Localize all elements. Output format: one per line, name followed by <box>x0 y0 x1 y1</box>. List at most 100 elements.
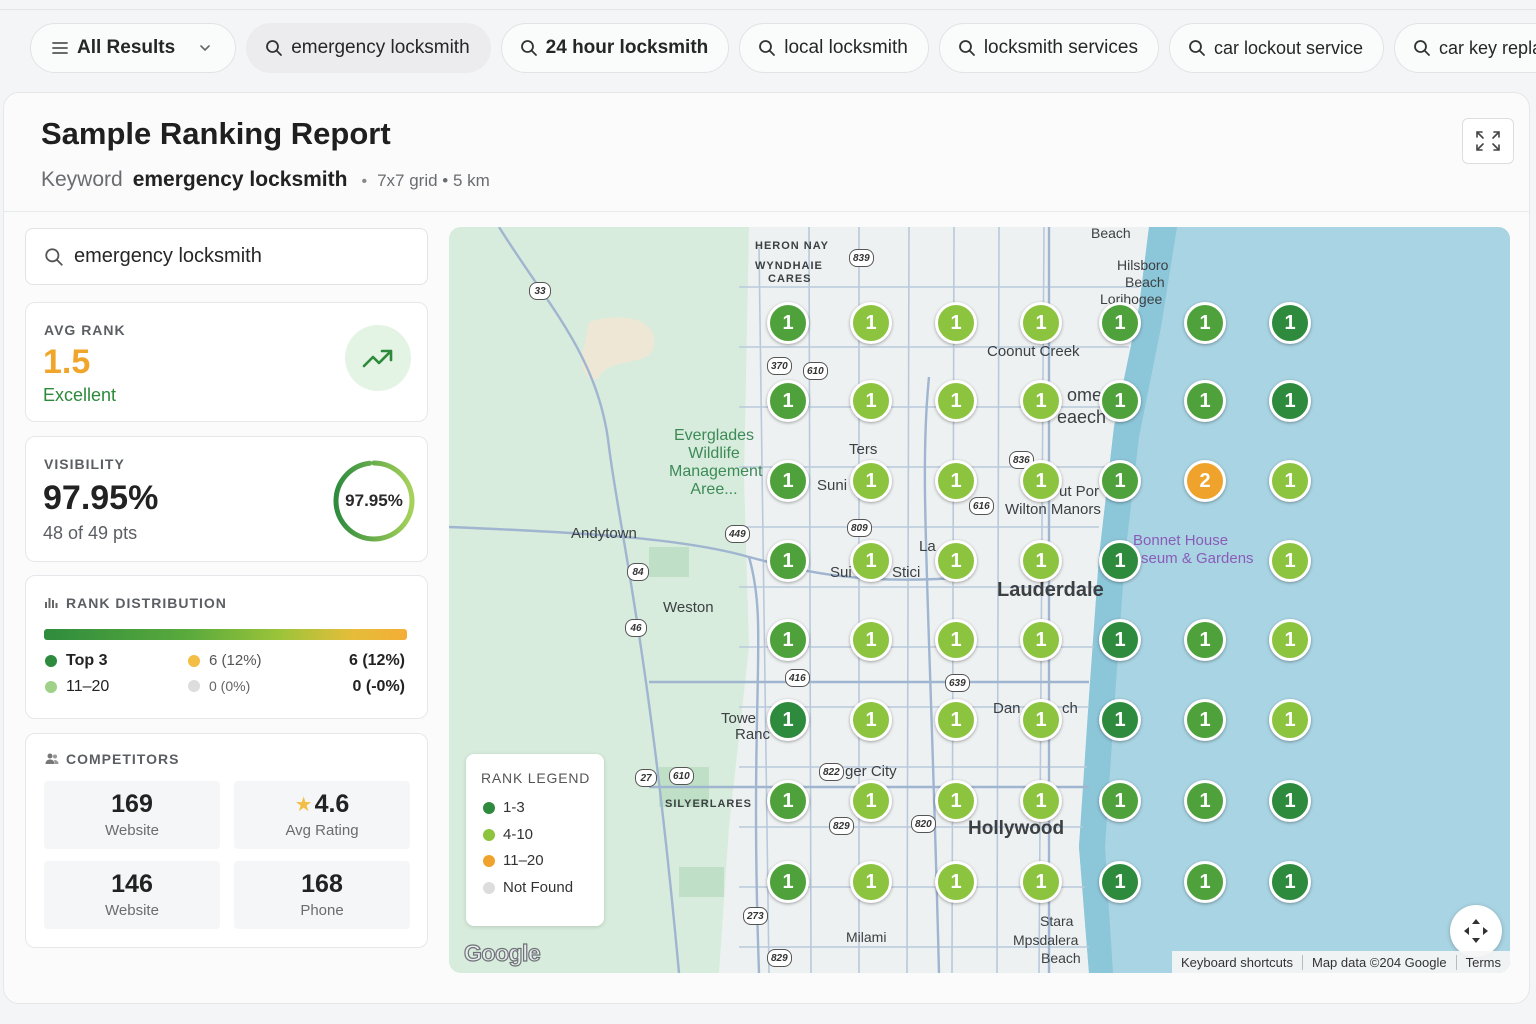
map-label: Andytown <box>571 525 637 542</box>
keyword-search-field[interactable]: emergency locksmith <box>25 228 428 285</box>
stat-value: 169 <box>111 790 153 818</box>
trend-badge <box>345 325 411 391</box>
expand-icon <box>1476 131 1500 151</box>
search-icon <box>1414 40 1430 56</box>
all-results-label: All Results <box>77 37 176 58</box>
rank-pin[interactable]: 1 <box>1020 302 1062 344</box>
rank-pin[interactable]: 1 <box>1020 540 1062 582</box>
rank-pin[interactable]: 1 <box>1269 861 1311 903</box>
rank-pin[interactable]: 1 <box>767 460 809 502</box>
rank-pin[interactable]: 1 <box>1099 780 1141 822</box>
rank-pin[interactable]: 1 <box>850 460 892 502</box>
chip-locksmith-services[interactable]: locksmith services <box>938 23 1159 73</box>
rank-pin[interactable]: 1 <box>1099 302 1141 344</box>
dist-row-mid: 0 (0%) <box>188 678 250 694</box>
rank-pin[interactable]: 1 <box>1269 302 1311 344</box>
all-results-dropdown[interactable]: All Results <box>30 23 237 73</box>
rank-pin[interactable]: 1 <box>935 380 977 422</box>
map-label: seum & Gardens <box>1141 550 1254 567</box>
rank-pin[interactable]: 1 <box>850 699 892 741</box>
rank-pin[interactable]: 1 <box>850 302 892 344</box>
rank-pin[interactable]: 1 <box>935 540 977 582</box>
rank-pin[interactable]: 1 <box>1184 861 1226 903</box>
rank-pin[interactable]: 1 <box>767 780 809 822</box>
dist-row-11-20: 11–20 <box>45 678 109 696</box>
rank-pin[interactable]: 1 <box>1269 460 1311 502</box>
map-label: Dan <box>993 700 1021 717</box>
keyword-label: Keyword <box>41 168 123 191</box>
rank-pin[interactable]: 1 <box>1020 780 1062 822</box>
rank-pin[interactable]: 1 <box>1099 540 1141 582</box>
road-shield: 829 <box>829 817 854 835</box>
rank-distribution-label: RANK DISTRIBUTION <box>66 595 227 611</box>
rank-pin[interactable]: 1 <box>1020 699 1062 741</box>
rank-pin[interactable]: 1 <box>935 699 977 741</box>
rank-pin[interactable]: 1 <box>1184 780 1226 822</box>
rank-pin[interactable]: 1 <box>1269 540 1311 582</box>
rank-pin[interactable]: 1 <box>850 619 892 661</box>
chip-emergency-locksmith[interactable]: emergency locksmith <box>246 23 491 73</box>
rank-pin[interactable]: 1 <box>767 302 809 344</box>
rank-pin[interactable]: 1 <box>1184 619 1226 661</box>
rank-pin[interactable]: 1 <box>1269 699 1311 741</box>
rank-pin[interactable]: 1 <box>1099 861 1141 903</box>
rank-pin[interactable]: 1 <box>850 861 892 903</box>
rank-pin[interactable]: 1 <box>1269 380 1311 422</box>
stat-value: 4.6 <box>314 790 350 818</box>
terms-link[interactable]: Terms <box>1455 954 1510 970</box>
rank-pin[interactable]: 1 <box>1020 380 1062 422</box>
rank-pin[interactable]: 1 <box>767 619 809 661</box>
road-shield: 27 <box>635 769 657 787</box>
legend-dot <box>483 801 495 814</box>
rank-pin[interactable]: 1 <box>1020 460 1062 502</box>
rank-pin[interactable]: 1 <box>935 460 977 502</box>
rank-pin[interactable]: 1 <box>850 540 892 582</box>
chip-local-locksmith[interactable]: local locksmith <box>739 23 929 73</box>
rank-pin[interactable]: 1 <box>1269 619 1311 661</box>
visibility-detail: 48 of 49 pts <box>43 523 138 543</box>
rank-pin[interactable]: 1 <box>1099 699 1141 741</box>
rank-pin[interactable]: 1 <box>935 861 977 903</box>
legend-dot <box>483 854 495 867</box>
stat-label: Website <box>105 902 159 919</box>
header-divider <box>4 211 1529 212</box>
rank-pin[interactable]: 1 <box>850 380 892 422</box>
map-label: Sui <box>830 564 852 581</box>
rank-pin[interactable]: 1 <box>935 302 977 344</box>
map-label: HERON NAY <box>755 240 829 252</box>
rank-pin[interactable]: 2 <box>1184 460 1226 502</box>
map-label: Aree... <box>690 481 738 498</box>
avg-rank-label: AVG RANK <box>44 322 126 338</box>
chip-24-hour-locksmith[interactable]: 24 hour locksmith <box>500 23 730 73</box>
map-label: Everglades <box>673 427 755 444</box>
rank-pin[interactable]: 1 <box>1099 460 1141 502</box>
rank-pin[interactable]: 1 <box>935 619 977 661</box>
rank-pin[interactable]: 1 <box>767 540 809 582</box>
dist-row-mid-value: 6 (12%) <box>209 652 262 669</box>
ranking-map[interactable]: HERON NAY WYNDHAIE CARES Beach Hilsboro … <box>449 227 1510 973</box>
rank-pin[interactable]: 1 <box>1269 780 1311 822</box>
avg-rank-value: 1.5 <box>43 343 91 381</box>
rank-pin[interactable]: 1 <box>1020 619 1062 661</box>
rank-pin[interactable]: 1 <box>850 780 892 822</box>
rank-pin[interactable]: 1 <box>1020 861 1062 903</box>
road-shield: 273 <box>743 907 768 925</box>
rank-pin[interactable]: 1 <box>1184 302 1226 344</box>
chip-car-lockout-service[interactable]: car lockout service <box>1168 23 1385 73</box>
legend-item: Not Found <box>483 879 573 896</box>
recenter-button[interactable] <box>1450 905 1502 957</box>
fullscreen-button[interactable] <box>1462 118 1514 164</box>
rank-legend: RANK LEGEND 1-3 4-10 11–20 Not Found <box>466 754 604 926</box>
rank-pin[interactable]: 1 <box>1099 380 1141 422</box>
rank-pin[interactable]: 1 <box>767 699 809 741</box>
rank-pin[interactable]: 1 <box>767 861 809 903</box>
chip-car-key-replace[interactable]: car key replace <box>1394 23 1536 73</box>
rank-pin[interactable]: 1 <box>767 380 809 422</box>
keyboard-shortcuts-link[interactable]: Keyboard shortcuts <box>1180 954 1293 970</box>
dist-row-right-value: 0 (-0%) <box>352 678 405 695</box>
rank-pin[interactable]: 1 <box>1184 699 1226 741</box>
rank-pin[interactable]: 1 <box>1099 619 1141 661</box>
rank-pin[interactable]: 1 <box>1184 380 1226 422</box>
rank-pin[interactable]: 1 <box>935 780 977 822</box>
road-shield: 449 <box>725 525 750 543</box>
